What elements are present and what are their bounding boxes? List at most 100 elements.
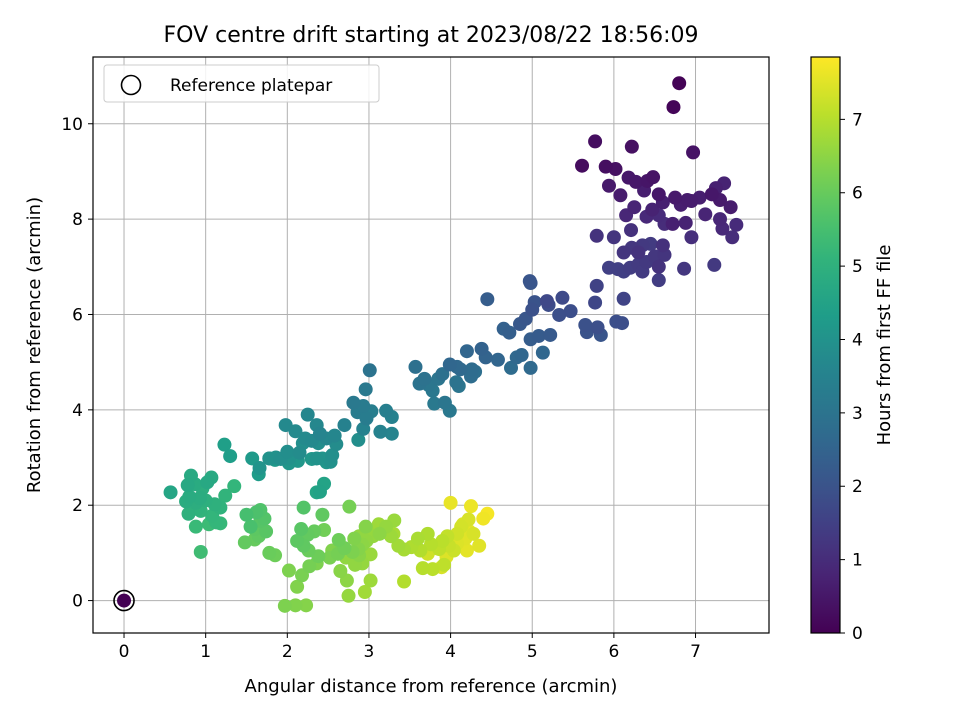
- x-tick-label: 6: [608, 642, 619, 662]
- data-point: [525, 302, 540, 317]
- data-point: [437, 395, 452, 410]
- data-point: [668, 190, 683, 205]
- y-tick-label: 10: [61, 115, 83, 135]
- data-point: [290, 533, 305, 548]
- y-tick-label: 2: [72, 496, 83, 516]
- y-axis-label: Rotation from reference (arcmin): [24, 197, 45, 493]
- data-point: [651, 187, 666, 202]
- data-point: [459, 344, 474, 359]
- data-point: [363, 573, 378, 588]
- data-point: [531, 328, 546, 343]
- data-point: [627, 200, 642, 215]
- data-point: [646, 170, 661, 185]
- data-point: [677, 261, 692, 276]
- data-point: [684, 194, 699, 208]
- data-point: [459, 543, 474, 558]
- data-point: [628, 174, 643, 189]
- data-point: [555, 290, 570, 305]
- data-point: [437, 557, 452, 572]
- data-point: [262, 545, 277, 560]
- data-point: [379, 403, 394, 418]
- data-point: [543, 327, 558, 342]
- data-point: [725, 230, 740, 245]
- reference-point: [117, 593, 132, 608]
- data-point: [294, 522, 309, 537]
- data-point: [312, 426, 327, 441]
- data-point: [598, 159, 613, 174]
- x-tick-label: 3: [364, 642, 375, 662]
- data-point: [684, 230, 699, 245]
- data-point: [655, 238, 670, 253]
- colorbar-tick-label: 6: [852, 184, 863, 204]
- x-tick-label: 7: [690, 642, 701, 662]
- data-point: [358, 519, 373, 534]
- data-point: [363, 547, 378, 562]
- data-point: [698, 207, 713, 222]
- data-point: [704, 187, 719, 202]
- data-point: [188, 519, 203, 534]
- data-point: [575, 158, 590, 173]
- legend-marker-icon: [120, 74, 142, 96]
- data-point: [504, 360, 519, 375]
- data-point: [410, 531, 425, 546]
- data-point: [552, 307, 567, 322]
- data-point: [327, 428, 342, 443]
- data-point: [729, 217, 744, 232]
- data-point: [300, 407, 315, 422]
- data-point: [193, 544, 208, 559]
- x-tick-label: 2: [282, 642, 293, 662]
- data-point: [588, 295, 603, 310]
- data-point: [280, 444, 295, 459]
- data-point: [182, 489, 197, 504]
- data-point: [384, 426, 399, 441]
- data-point: [615, 316, 630, 331]
- colorbar-tick-label: 4: [852, 330, 863, 350]
- data-point: [589, 278, 604, 293]
- data-point: [417, 371, 432, 386]
- legend: Reference platepar: [103, 64, 380, 103]
- data-point: [723, 200, 738, 215]
- data-point: [631, 245, 646, 260]
- data-point: [613, 188, 628, 203]
- data-point: [325, 448, 340, 463]
- colorbar-tick-label: 0: [852, 624, 863, 644]
- data-point: [590, 320, 605, 335]
- data-point: [651, 273, 666, 288]
- data-point: [666, 100, 681, 115]
- data-point: [245, 451, 260, 466]
- data-point: [707, 257, 722, 272]
- colorbar-tick-label: 5: [852, 257, 863, 277]
- data-point: [397, 574, 412, 589]
- colorbar: 0 1 2 3 4 5 6 7: [810, 56, 863, 644]
- data-point: [578, 317, 593, 332]
- plot-area: 0 1 2 3 4 5 6 7 0 2 4 6 8 10: [61, 56, 770, 662]
- data-point: [309, 451, 324, 466]
- data-point: [200, 475, 215, 490]
- data-point: [373, 424, 388, 439]
- data-point: [435, 367, 450, 382]
- data-point: [466, 526, 481, 541]
- data-point: [490, 352, 505, 367]
- axes-frame: [92, 56, 770, 634]
- data-point: [312, 484, 327, 499]
- data-point: [180, 478, 195, 493]
- data-point: [464, 362, 479, 377]
- data-point: [624, 139, 639, 154]
- data-point: [522, 274, 537, 289]
- data-point: [218, 488, 233, 503]
- colorbar-tick-label: 7: [852, 110, 863, 130]
- data-point: [449, 375, 464, 390]
- data-point: [539, 294, 554, 309]
- data-point: [606, 230, 621, 245]
- y-tick-label: 0: [72, 592, 83, 612]
- legend-entry-reference: Reference platepar: [170, 76, 332, 96]
- data-point: [589, 228, 604, 243]
- y-tick-label: 4: [72, 401, 83, 421]
- x-tick-label: 5: [527, 642, 538, 662]
- data-point: [563, 304, 578, 319]
- data-point: [678, 215, 693, 230]
- data-point: [315, 507, 330, 522]
- data-point: [624, 223, 639, 238]
- data-point: [333, 564, 348, 579]
- data-point: [535, 345, 550, 360]
